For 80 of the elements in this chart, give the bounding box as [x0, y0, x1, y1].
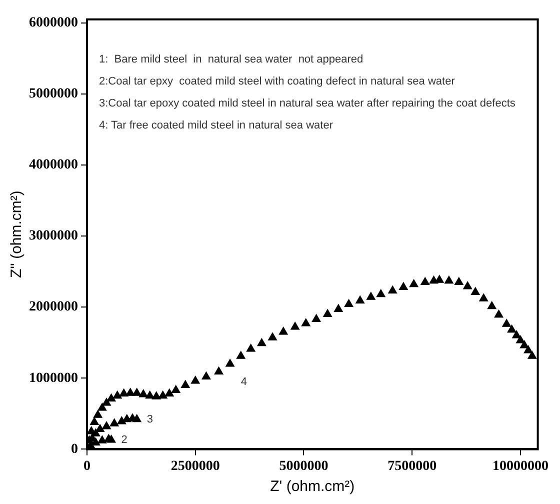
y-tick-label: 0: [71, 442, 78, 457]
series-label: 4: [240, 376, 248, 388]
point: [278, 326, 288, 335]
point: [268, 332, 277, 340]
point: [420, 277, 430, 286]
point: [98, 402, 107, 411]
point: [102, 398, 111, 406]
y-tick-label: 6000000: [29, 16, 78, 31]
point: [226, 358, 234, 367]
point: [138, 390, 148, 398]
point: [98, 436, 107, 444]
point: [409, 279, 418, 288]
point: [96, 424, 104, 432]
x-tick-label: 10000000: [492, 459, 548, 474]
y-tick-label: 3000000: [29, 228, 78, 244]
annotation: 1: Bare mild steel in natural sea water not appeared: [99, 53, 364, 66]
point: [334, 304, 343, 312]
point: [512, 330, 521, 338]
point: [470, 287, 480, 295]
point: [91, 438, 100, 446]
point: [164, 388, 174, 397]
point: [302, 318, 310, 326]
point: [366, 292, 376, 300]
point: [435, 275, 444, 283]
series-label: 3: [146, 413, 153, 426]
y-tick-label: 1000000: [29, 370, 78, 386]
point: [312, 314, 321, 322]
point: [516, 336, 525, 344]
x-tick-label: 5000000: [279, 459, 328, 474]
point: [171, 385, 180, 393]
point: [487, 301, 496, 310]
point: [145, 390, 154, 399]
x-axis-title: Z' (ohm.cm²): [270, 478, 355, 496]
point: [463, 282, 472, 290]
point: [202, 372, 211, 380]
point: [110, 418, 119, 426]
point: [152, 392, 161, 400]
point: [246, 344, 256, 352]
series-label: 2: [121, 434, 128, 446]
point: [190, 376, 200, 384]
point: [507, 324, 516, 333]
annotation: 4: Tar free coated mild steel in natural sea water: [99, 119, 334, 132]
x-tick-label: 2500000: [170, 459, 220, 474]
y-tick-label: 5000000: [29, 86, 78, 102]
point: [290, 322, 300, 330]
point: [236, 351, 246, 359]
point: [126, 388, 135, 396]
point: [524, 345, 533, 354]
x-tick-label: 0: [84, 459, 90, 474]
point: [132, 388, 142, 396]
point: [502, 319, 511, 327]
point: [93, 410, 102, 418]
y-tick-label: 4000000: [29, 158, 78, 173]
x-tick-label: 7500000: [388, 459, 437, 474]
point: [90, 417, 99, 425]
annotation: 3:Coal tar epoxy coated mild steel in natural sea water after repairing the coat defects: [99, 97, 516, 110]
annotation: 2:Coal tar epxy coated mild steel with coating defect in natural sea water: [99, 75, 456, 88]
point: [214, 366, 224, 375]
point: [106, 394, 116, 402]
point: [106, 434, 116, 443]
y-axis-title: Z'' (ohm.cm²): [8, 190, 26, 278]
point: [520, 340, 529, 348]
y-tick-label: 2000000: [29, 300, 78, 315]
point: [479, 294, 488, 302]
point: [454, 277, 464, 286]
point: [132, 414, 142, 422]
point: [494, 310, 504, 318]
point: [376, 289, 386, 298]
point: [257, 338, 266, 346]
point: [158, 390, 168, 399]
point: [399, 282, 408, 290]
point: [528, 351, 537, 359]
point: [112, 390, 122, 399]
point: [356, 296, 364, 304]
point: [323, 309, 332, 317]
point: [344, 299, 354, 308]
point: [102, 421, 111, 430]
point: [388, 286, 397, 294]
point: [444, 276, 454, 284]
point: [181, 380, 190, 388]
